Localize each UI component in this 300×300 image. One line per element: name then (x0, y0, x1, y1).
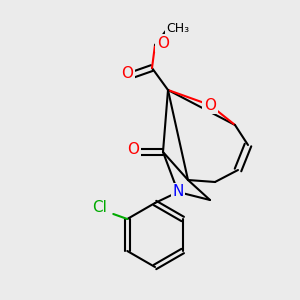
Text: O: O (157, 35, 169, 50)
Text: O: O (121, 65, 133, 80)
Text: N: N (172, 184, 184, 200)
Text: O: O (127, 142, 139, 158)
Text: CH₃: CH₃ (167, 22, 190, 34)
Text: Cl: Cl (92, 200, 107, 215)
Text: O: O (204, 98, 216, 112)
